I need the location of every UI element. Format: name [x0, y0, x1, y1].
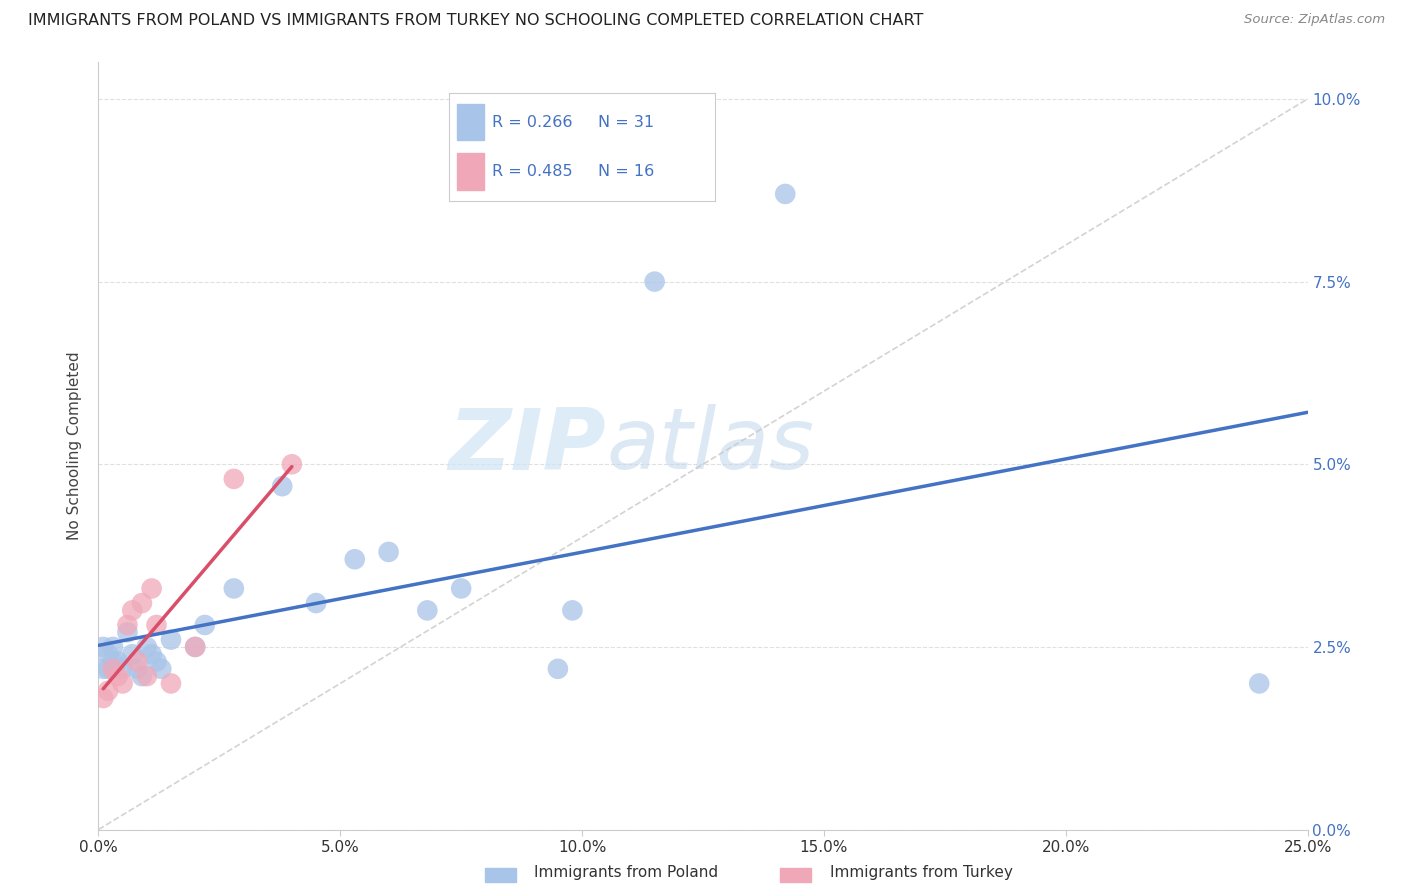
- Point: [131, 669, 153, 683]
- Point: [416, 603, 439, 617]
- Point: [101, 662, 124, 676]
- Point: [121, 647, 143, 661]
- Point: [160, 676, 183, 690]
- Point: [111, 662, 134, 676]
- Text: ZIP: ZIP: [449, 404, 606, 488]
- Point: [91, 640, 114, 654]
- Point: [127, 655, 149, 669]
- Point: [184, 640, 207, 654]
- Point: [305, 596, 328, 610]
- Point: [107, 669, 129, 683]
- Point: [343, 552, 366, 566]
- Point: [547, 662, 569, 676]
- Point: [117, 625, 139, 640]
- Point: [1249, 676, 1271, 690]
- Point: [117, 618, 139, 632]
- Point: [450, 582, 472, 596]
- Point: [773, 186, 796, 201]
- Text: IMMIGRANTS FROM POLAND VS IMMIGRANTS FROM TURKEY NO SCHOOLING COMPLETED CORRELAT: IMMIGRANTS FROM POLAND VS IMMIGRANTS FRO…: [28, 13, 924, 29]
- Point: [561, 603, 583, 617]
- Text: Immigrants from Turkey: Immigrants from Turkey: [830, 865, 1012, 880]
- Y-axis label: No Schooling Completed: No Schooling Completed: [67, 351, 83, 541]
- Point: [141, 647, 163, 661]
- Point: [107, 655, 129, 669]
- Point: [145, 618, 167, 632]
- Point: [644, 275, 666, 289]
- Point: [91, 662, 114, 676]
- Point: [135, 640, 157, 654]
- Point: [222, 582, 245, 596]
- Text: atlas: atlas: [606, 404, 814, 488]
- Point: [141, 582, 163, 596]
- Point: [121, 603, 143, 617]
- Text: Source: ZipAtlas.com: Source: ZipAtlas.com: [1244, 13, 1385, 27]
- Point: [111, 676, 134, 690]
- Point: [131, 596, 153, 610]
- Text: Immigrants from Poland: Immigrants from Poland: [534, 865, 718, 880]
- Point: [135, 669, 157, 683]
- Point: [145, 655, 167, 669]
- Point: [271, 479, 294, 493]
- Point: [101, 655, 124, 669]
- Point: [184, 640, 207, 654]
- Point: [222, 472, 245, 486]
- Point: [127, 662, 149, 676]
- Point: [377, 545, 399, 559]
- Point: [160, 632, 183, 647]
- Point: [281, 457, 304, 471]
- Point: [97, 662, 120, 676]
- Point: [97, 647, 120, 661]
- Point: [91, 691, 114, 706]
- Point: [97, 683, 120, 698]
- Point: [150, 662, 173, 676]
- Point: [101, 640, 124, 654]
- Point: [194, 618, 217, 632]
